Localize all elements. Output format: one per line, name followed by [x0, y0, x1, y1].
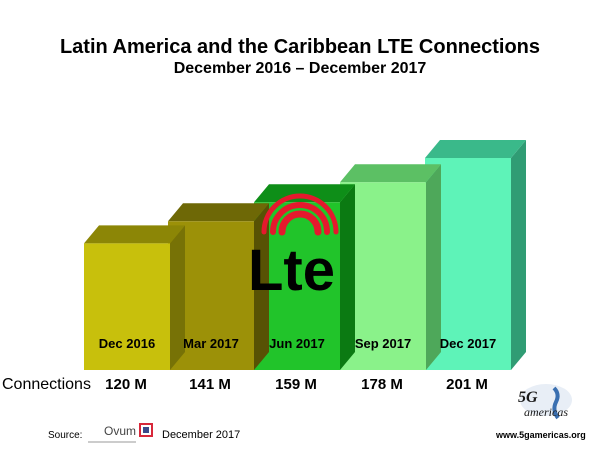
- lte-logo-text: Lte: [248, 238, 335, 303]
- bar-top-dec-2017: [425, 140, 526, 158]
- bar-top-mar-2017: [168, 203, 269, 222]
- category-label-jun-2017: Jun 2017: [269, 336, 325, 351]
- value-label-dec-2016: 120 M: [105, 376, 147, 393]
- 5g-americas-logo: 5G americas: [518, 384, 572, 420]
- ovum-logo-text: Ovum: [104, 424, 136, 438]
- signal-wave-icon-3: [261, 193, 339, 235]
- globe-icon: [520, 384, 572, 416]
- connections-row-label: Connections: [2, 376, 91, 393]
- category-label-mar-2017: Mar 2017: [183, 336, 239, 351]
- bar-dec-2016: [84, 225, 185, 370]
- svg-text:5G: 5G: [518, 389, 538, 406]
- chart-subtitle: December 2016 – December 2017: [173, 60, 427, 77]
- brand-url: www.5gamericas.org: [496, 430, 586, 440]
- bar-side-sep-2017: [426, 164, 441, 370]
- value-label-jun-2017: 159 M: [275, 376, 317, 393]
- bar-front-dec-2016: [84, 243, 170, 370]
- bar-top-jun-2017: [254, 184, 355, 203]
- bar-top-dec-2016: [84, 225, 185, 244]
- bar-top-sep-2017: [340, 164, 441, 183]
- bar-side-dec-2016: [170, 225, 185, 370]
- category-label-sep-2017: Sep 2017: [355, 336, 411, 351]
- continent-shape: [552, 386, 560, 420]
- signal-wave-icon-2: [270, 202, 330, 235]
- bar-side-dec-2017: [511, 140, 526, 370]
- source-label: Source:: [48, 430, 83, 441]
- ovum-logo: Ovum: [88, 423, 153, 443]
- value-label-dec-2017: 201 M: [446, 376, 488, 393]
- svg-text:americas: americas: [524, 405, 568, 419]
- lte-logo: Lte: [248, 193, 339, 303]
- source-date: December 2017: [162, 429, 241, 441]
- signal-wave-icon-1: [278, 210, 322, 236]
- bar-side-mar-2017: [254, 203, 269, 370]
- category-label-dec-2017: Dec 2017: [440, 336, 496, 351]
- category-label-dec-2016: Dec 2016: [99, 336, 155, 351]
- value-label-mar-2017: 141 M: [189, 376, 231, 393]
- bar-side-jun-2017: [340, 184, 355, 370]
- chart-title: Latin America and the Caribbean LTE Conn…: [59, 36, 541, 58]
- value-label-sep-2017: 178 M: [361, 376, 403, 393]
